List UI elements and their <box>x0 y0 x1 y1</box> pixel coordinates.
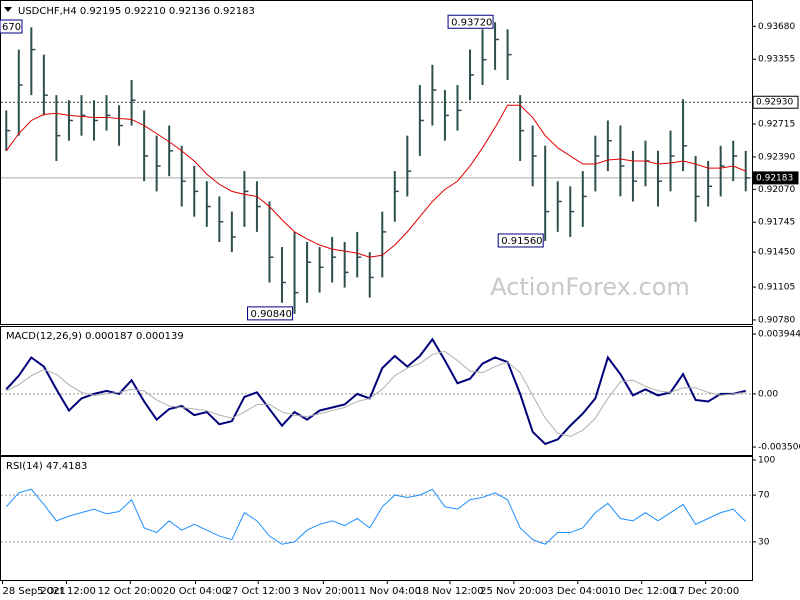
y-tick-label: 0.93680 <box>758 22 795 32</box>
x-tick-label: 12 Oct 20:00 <box>98 586 163 597</box>
panel-title: MACD(12,26,9) 0.000187 0.000139 <box>6 331 184 342</box>
level-label-box <box>752 171 799 185</box>
indicator-line <box>6 350 746 437</box>
x-tick-label: 28 Sep 2021 <box>3 586 66 597</box>
x-tick-label: 25 Nov 20:00 <box>480 586 547 597</box>
x-tick-label: 10 Dec 12:00 <box>608 586 675 597</box>
y-tick-label: 0.00 <box>758 389 778 399</box>
moving-average <box>5 104 746 258</box>
y-tick-label: 70 <box>758 491 770 501</box>
panel-title: RSI(14) 47.4183 <box>6 461 87 472</box>
annotation-box <box>247 306 294 321</box>
y-tick-label: 0.92715 <box>758 120 795 130</box>
x-tick-label: 18 Nov 12:00 <box>416 586 483 597</box>
x-tick-label: 5 Oct 12:00 <box>37 586 96 597</box>
indicator-line <box>5 337 746 446</box>
y-tick-label: 100 <box>758 456 775 466</box>
x-tick-label: 3 Dec 04:00 <box>547 586 608 597</box>
indicator-line <box>5 488 747 545</box>
x-tick-label: 17 Dec 20:00 <box>672 586 739 597</box>
y-tick-label: 30 <box>758 537 770 547</box>
annotation-label: 0.90840 <box>251 309 292 320</box>
rsi-panel <box>0 456 753 581</box>
annotation-box <box>447 14 494 29</box>
annotation-box <box>0 19 23 34</box>
y-tick-label: 0.93355 <box>758 55 795 65</box>
x-tick-label: 20 Oct 04:00 <box>163 586 228 597</box>
y-tick-label: 0.91745 <box>758 218 795 228</box>
menu-icon <box>4 7 12 12</box>
y-tick-label: 0.92070 <box>758 185 795 195</box>
y-tick-label: 0.91450 <box>758 248 795 258</box>
macd-panel <box>0 326 753 456</box>
y-tick-label: -0.003506 <box>758 443 800 453</box>
x-tick-label: 11 Nov 04:00 <box>354 586 421 597</box>
level-label-box <box>752 95 799 109</box>
annotation-label: 670 <box>2 22 21 33</box>
annotation-label: 0.93720 <box>451 17 492 28</box>
watermark: ActionForex.com <box>490 273 690 301</box>
y-tick-label: 0.92390 <box>758 152 795 162</box>
y-tick-label: 0.90780 <box>758 315 795 325</box>
annotation-label: 0.91560 <box>501 236 542 247</box>
level-label: 0.92930 <box>756 98 793 108</box>
x-tick-label: 3 Nov 20:00 <box>293 586 354 597</box>
y-tick-label: 0.91105 <box>758 283 795 293</box>
x-tick-label: 27 Oct 12:00 <box>226 586 291 597</box>
level-label: 0.92183 <box>756 173 793 183</box>
annotation-box <box>497 233 544 248</box>
price-panel <box>0 0 753 325</box>
panel-title: USDCHF,H4 0.92195 0.92210 0.92136 0.9218… <box>18 6 255 17</box>
y-tick-label: 0.003944 <box>758 330 800 340</box>
